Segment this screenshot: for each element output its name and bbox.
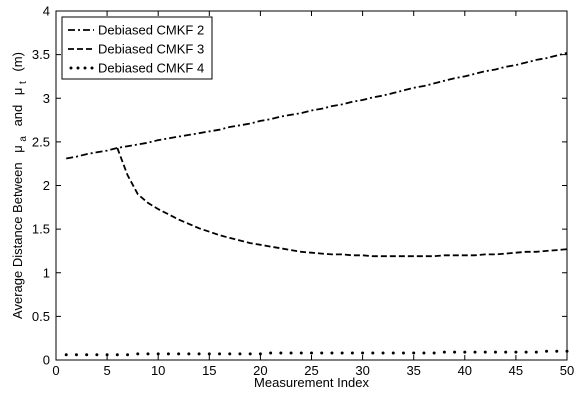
- x-tick-label: 30: [355, 363, 369, 378]
- y-tick-label: 3.5: [32, 47, 50, 62]
- x-tick-label: 50: [560, 363, 574, 378]
- x-axis-label: Measurement Index: [254, 375, 369, 390]
- y-tick-label: 0: [43, 353, 50, 368]
- y-axis-label-middle: and: [10, 105, 25, 127]
- series-3-point: [156, 352, 160, 356]
- y-axis-label-sub-a: a: [18, 136, 29, 142]
- legend-label: Debiased CMKF 3: [98, 42, 204, 57]
- y-axis-label: Average Distance Between μ a and μ t (m): [10, 52, 29, 319]
- series-3-point: [74, 353, 78, 357]
- series-3: [64, 349, 569, 357]
- series-3-point: [126, 353, 130, 357]
- series-3-point: [269, 351, 273, 355]
- series-1: [66, 52, 568, 160]
- series-layer: [64, 52, 569, 357]
- series-3-point: [105, 353, 109, 357]
- y-axis-label-mu-a: μ: [10, 145, 25, 153]
- series-3-point: [493, 350, 497, 354]
- series-3-point: [64, 353, 68, 357]
- series-3-point: [238, 352, 242, 356]
- series-3-point: [228, 352, 232, 356]
- legend-swatch-dot: [76, 66, 80, 70]
- y-axis-label-mu-t: μ: [10, 88, 25, 96]
- series-3-point: [504, 350, 508, 354]
- x-tick-label: 25: [304, 363, 318, 378]
- series-3-point: [463, 350, 467, 354]
- y-axis-label-prefix: Average Distance Between: [10, 162, 25, 319]
- series-3-point: [166, 352, 170, 356]
- series-3-point: [524, 350, 528, 354]
- series-3-point: [412, 351, 416, 355]
- series-3-point: [442, 350, 446, 354]
- series-3-point: [381, 351, 385, 355]
- series-1-line: [66, 52, 568, 160]
- series-3-point: [401, 351, 405, 355]
- legend-entry: Debiased CMKF 3: [68, 42, 204, 57]
- x-tick-label: 20: [253, 363, 267, 378]
- legend-box: [61, 16, 213, 80]
- legend-label: Debiased CMKF 4: [98, 61, 204, 76]
- series-3-point: [187, 352, 191, 356]
- x-tick-label: 45: [509, 363, 523, 378]
- series-3-point: [177, 352, 181, 356]
- axes-layer: 0 5 10 15 20 25 30 35 40 45 50 0 0.5 1 1.5 2 2.5 3 3.5 4: [32, 4, 574, 379]
- series-3-point: [248, 352, 252, 356]
- series-3-point: [534, 350, 538, 354]
- series-3-point: [279, 351, 283, 355]
- x-tick-label: 40: [458, 363, 472, 378]
- series-3-point: [115, 353, 119, 357]
- series-3-point: [422, 351, 426, 355]
- series-3-point: [473, 350, 477, 354]
- series-3-point: [391, 351, 395, 355]
- legend-swatch-dot: [83, 66, 87, 70]
- y-axis-label-sub-t: t: [18, 81, 29, 84]
- series-3-point: [350, 351, 354, 355]
- series-3-point: [453, 350, 457, 354]
- series-3-point: [320, 351, 324, 355]
- x-tick-label: 10: [151, 363, 165, 378]
- series-3-point: [371, 351, 375, 355]
- series-3-point: [330, 351, 334, 355]
- series-3-point: [218, 352, 222, 356]
- series-2: [116, 147, 568, 258]
- y-tick-label: 1.5: [32, 222, 50, 237]
- x-tick-label: 5: [103, 363, 110, 378]
- legend: Debiased CMKF 2 Debiased CMKF 3 Debiased C…: [61, 16, 213, 80]
- legend-swatch-dot: [69, 66, 73, 70]
- y-axis-label-suffix: (m): [10, 52, 25, 72]
- x-tick-label: 35: [406, 363, 420, 378]
- series-3-point: [207, 352, 211, 356]
- y-tick-label: 1: [43, 265, 50, 280]
- series-3-point: [340, 351, 344, 355]
- series-3-point: [483, 350, 487, 354]
- series-3-point: [545, 349, 549, 353]
- series-3-point: [136, 352, 140, 356]
- legend-entry: Debiased CMKF 4: [69, 61, 204, 76]
- y-tick-label: 0.5: [32, 309, 50, 324]
- y-tick-label: 2.5: [32, 134, 50, 149]
- series-3-point: [85, 353, 89, 357]
- series-3-point: [258, 352, 262, 356]
- series-3-point: [310, 351, 313, 355]
- series-3-point: [432, 351, 436, 355]
- legend-entry: Debiased CMKF 2: [68, 23, 204, 38]
- x-tick-label: 15: [202, 363, 216, 378]
- x-tick-label: 0: [52, 363, 59, 378]
- y-tick-label: 4: [43, 4, 50, 19]
- series-3-point: [514, 350, 518, 354]
- series-3-point: [197, 352, 201, 356]
- series-3-point: [146, 352, 150, 356]
- series-3-point: [361, 351, 365, 355]
- legend-label: Debiased CMKF 2: [98, 23, 204, 38]
- series-3-point: [289, 351, 293, 355]
- y-tick-label: 3: [43, 91, 50, 106]
- series-3-point: [95, 353, 99, 357]
- series-3-point: [299, 351, 303, 355]
- series-3-point: [555, 349, 559, 353]
- y-tick-label: 2: [43, 178, 50, 193]
- legend-swatch-dot: [90, 66, 94, 70]
- series-2-line: [116, 147, 568, 258]
